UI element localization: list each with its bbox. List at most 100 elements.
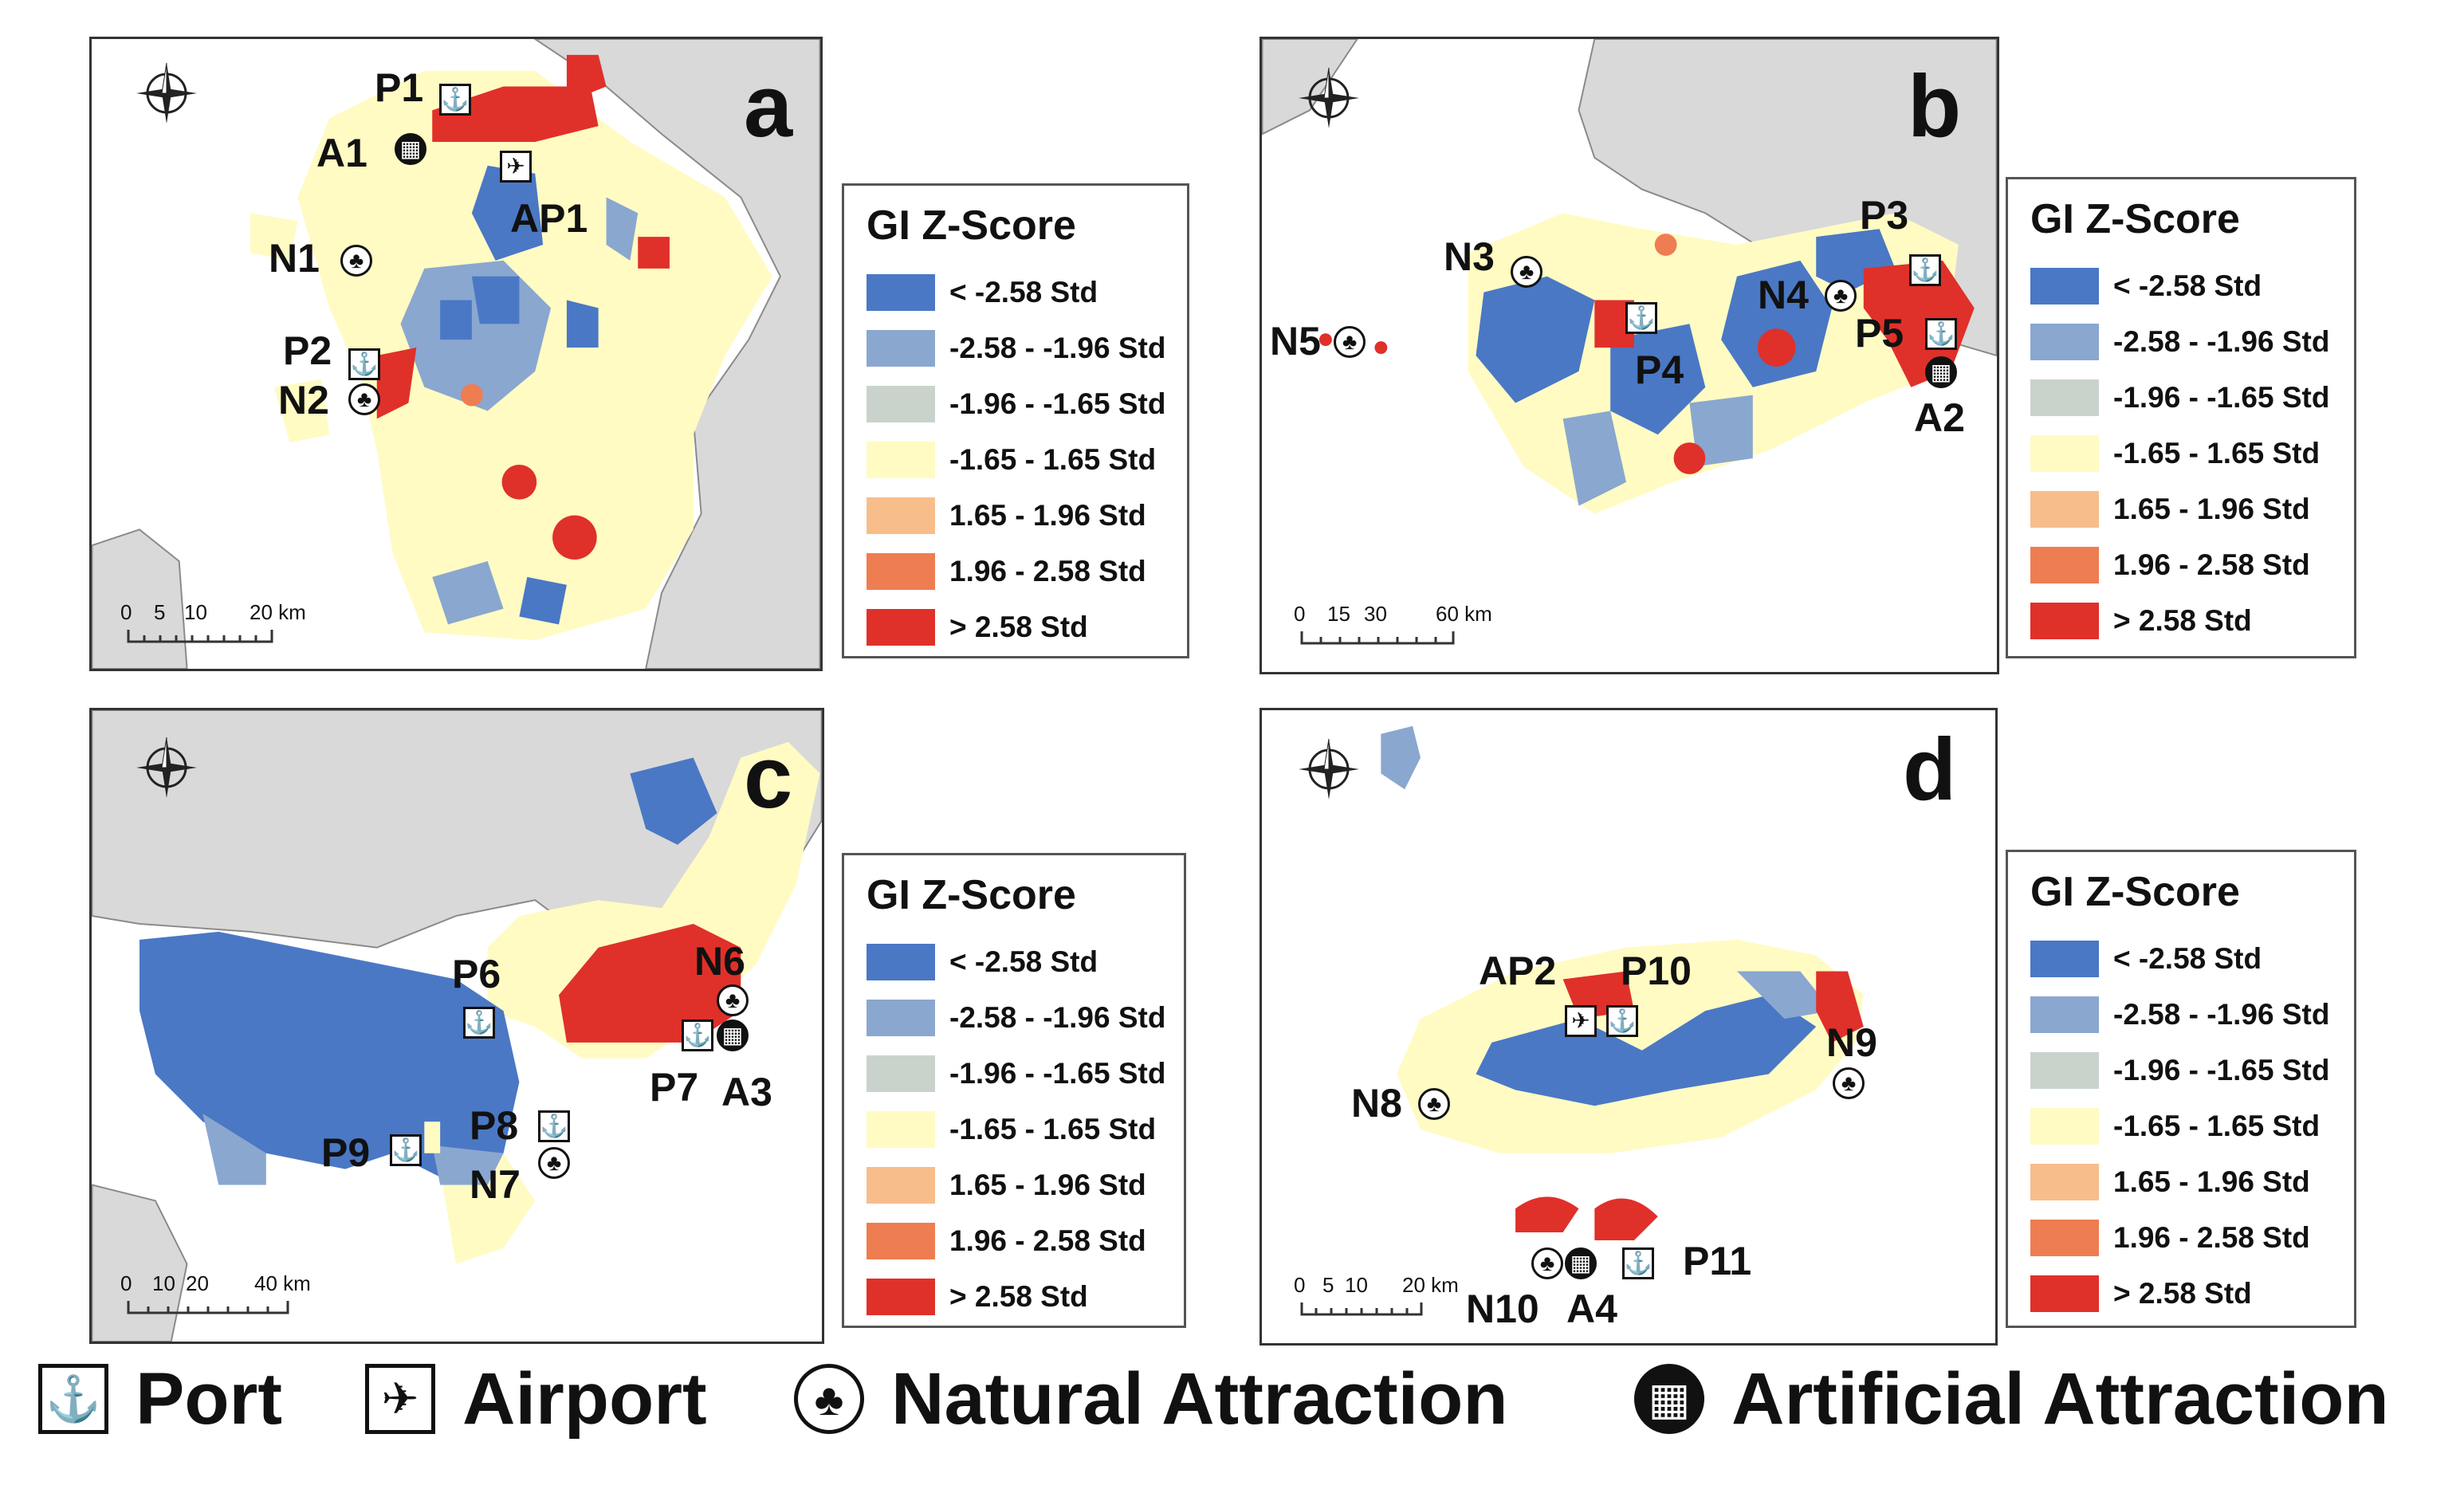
map-panel-a: a P1 ⚓ A1 ▦ ✈ AP1 N1 ♣ P2 ⚓ N2 ♣ 0 5 10 …	[89, 37, 823, 671]
legend-row: 1.96 - 2.58 Std	[867, 552, 1146, 591]
key-natural-label: Natural Attraction	[891, 1357, 1508, 1440]
legend-row: 1.96 - 2.58 Std	[2030, 1219, 2310, 1257]
legend-row: 1.96 - 2.58 Std	[867, 1222, 1146, 1260]
poi-label-n4: N4	[1758, 273, 1809, 317]
panel-letter-a: a	[744, 57, 793, 155]
poi-label-a1: A1	[316, 131, 367, 175]
anchor-icon: ⚓	[439, 84, 471, 116]
anchor-icon: ⚓	[38, 1364, 108, 1434]
legend-row: 1.65 - 1.96 Std	[867, 497, 1146, 535]
key-airport: ✈ Airport	[365, 1347, 707, 1451]
panel-letter-d: d	[1903, 721, 1957, 819]
poi-label-p4: P4	[1635, 348, 1684, 392]
poi-label-n3: N3	[1444, 234, 1495, 279]
key-airport-label: Airport	[462, 1357, 707, 1440]
building-icon: ▦	[1925, 356, 1957, 388]
anchor-icon: ⚓	[538, 1110, 570, 1142]
tree-icon: ♣	[1511, 256, 1542, 288]
anchor-icon: ⚓	[1606, 1005, 1638, 1037]
legend-row: -2.58 - -1.96 Std	[867, 329, 1165, 367]
compass-rose-icon	[132, 58, 202, 128]
key-artificial-label: Artificial Attraction	[1731, 1357, 2389, 1440]
legend-row: < -2.58 Std	[2030, 267, 2262, 305]
legend-title: GI Z-Score	[867, 872, 1076, 918]
scale-bar-a: 0 5 10 20 km	[120, 591, 306, 662]
panel-c-terrain	[92, 710, 822, 1342]
tree-icon: ♣	[794, 1364, 864, 1434]
poi-label-p8: P8	[470, 1103, 519, 1148]
legend-row: 1.96 - 2.58 Std	[2030, 546, 2310, 584]
poi-label-n2: N2	[278, 378, 329, 422]
legend-title: GI Z-Score	[2030, 196, 2240, 242]
legend-row: -2.58 - -1.96 Std	[2030, 323, 2329, 361]
poi-label-p10: P10	[1621, 949, 1692, 993]
legend-row: < -2.58 Std	[867, 943, 1098, 981]
legend-a: GI Z-Score < -2.58 Std -2.58 - -1.96 Std…	[842, 183, 1189, 658]
poi-label-p2: P2	[283, 328, 332, 373]
compass-rose-icon	[132, 733, 202, 803]
legend-row: < -2.58 Std	[2030, 940, 2262, 978]
legend-c: GI Z-Score < -2.58 Std -2.58 - -1.96 Std…	[842, 853, 1186, 1328]
scale-bar-d: 0 5 10 20 km	[1294, 1263, 1461, 1335]
map-panel-b: b N3 ♣ N5 ♣ ⚓ P4 N4 ♣ P3 ⚓ P5 ⚓ ▦ A2 0 1…	[1260, 37, 1999, 674]
legend-row: -2.58 - -1.96 Std	[2030, 996, 2329, 1034]
legend-row: > 2.58 Std	[867, 608, 1088, 646]
scale-bar-c: 0 10 20 40 km	[120, 1262, 312, 1334]
tree-icon: ♣	[1418, 1088, 1450, 1120]
airplane-icon: ✈	[365, 1364, 435, 1434]
key-port: ⚓ Port	[38, 1347, 282, 1451]
tree-icon: ♣	[348, 383, 380, 415]
legend-row: > 2.58 Std	[2030, 1275, 2252, 1313]
legend-row: 1.65 - 1.96 Std	[2030, 490, 2310, 528]
legend-row: 1.65 - 1.96 Std	[867, 1166, 1146, 1204]
panel-a-terrain	[92, 39, 820, 669]
building-icon: ▦	[1634, 1364, 1704, 1434]
tree-icon: ♣	[717, 984, 749, 1016]
poi-label-a4: A4	[1566, 1287, 1617, 1331]
poi-label-a3: A3	[721, 1070, 772, 1114]
poi-label-ap1: AP1	[510, 196, 588, 241]
poi-label-a2: A2	[1914, 395, 1965, 440]
poi-label-n10: N10	[1466, 1287, 1539, 1331]
legend-row: -2.58 - -1.96 Std	[867, 999, 1165, 1037]
legend-row: -1.96 - -1.65 Std	[2030, 1051, 2329, 1090]
legend-b: GI Z-Score < -2.58 Std -2.58 - -1.96 Std…	[2006, 177, 2356, 658]
legend-row: -1.65 - 1.65 Std	[867, 1110, 1156, 1149]
anchor-icon: ⚓	[682, 1020, 713, 1051]
legend-row: > 2.58 Std	[2030, 602, 2252, 640]
poi-label-p5: P5	[1855, 311, 1904, 356]
tree-icon: ♣	[340, 245, 372, 277]
poi-label-p9: P9	[321, 1130, 371, 1175]
airplane-icon: ✈	[1565, 1005, 1597, 1037]
poi-label-n5: N5	[1270, 319, 1321, 363]
building-icon: ▦	[1565, 1247, 1597, 1279]
poi-label-p7: P7	[650, 1065, 699, 1110]
legend-row: -1.65 - 1.65 Std	[867, 441, 1156, 479]
legend-row: < -2.58 Std	[867, 273, 1098, 312]
anchor-icon: ⚓	[1622, 1247, 1654, 1279]
poi-label-n1: N1	[269, 236, 320, 281]
anchor-icon: ⚓	[1925, 318, 1957, 350]
poi-label-n6: N6	[694, 939, 745, 984]
anchor-icon: ⚓	[390, 1134, 422, 1166]
legend-d: GI Z-Score < -2.58 Std -2.58 - -1.96 Std…	[2006, 850, 2356, 1328]
key-port-label: Port	[136, 1357, 282, 1440]
poi-label-n8: N8	[1351, 1081, 1402, 1126]
poi-label-p1: P1	[375, 65, 424, 110]
panel-letter-c: c	[744, 729, 793, 827]
legend-row: -1.65 - 1.65 Std	[2030, 1107, 2320, 1145]
building-icon: ▦	[395, 133, 426, 165]
legend-row: -1.96 - -1.65 Std	[867, 1055, 1165, 1093]
poi-label-n7: N7	[470, 1162, 521, 1207]
compass-rose-icon	[1294, 63, 1364, 133]
poi-label-p6: P6	[452, 952, 501, 996]
tree-icon: ♣	[1531, 1247, 1563, 1279]
tree-icon: ♣	[1833, 1067, 1865, 1099]
tree-icon: ♣	[538, 1147, 570, 1179]
compass-rose-icon	[1294, 734, 1364, 804]
map-panel-c: c P6 ⚓ N6 ♣ ⚓ ▦ P7 A3 P8 ⚓ P9 ⚓ ♣ N7 0 1…	[89, 708, 824, 1344]
legend-title: GI Z-Score	[867, 202, 1076, 249]
tree-icon: ♣	[1825, 280, 1857, 312]
poi-label-ap2: AP2	[1479, 949, 1557, 993]
map-panel-d: d AP2 ✈ P10 ⚓ N8 ♣ N9 ♣ ♣ ▦ ⚓ P11 N10 A4…	[1260, 708, 1998, 1346]
